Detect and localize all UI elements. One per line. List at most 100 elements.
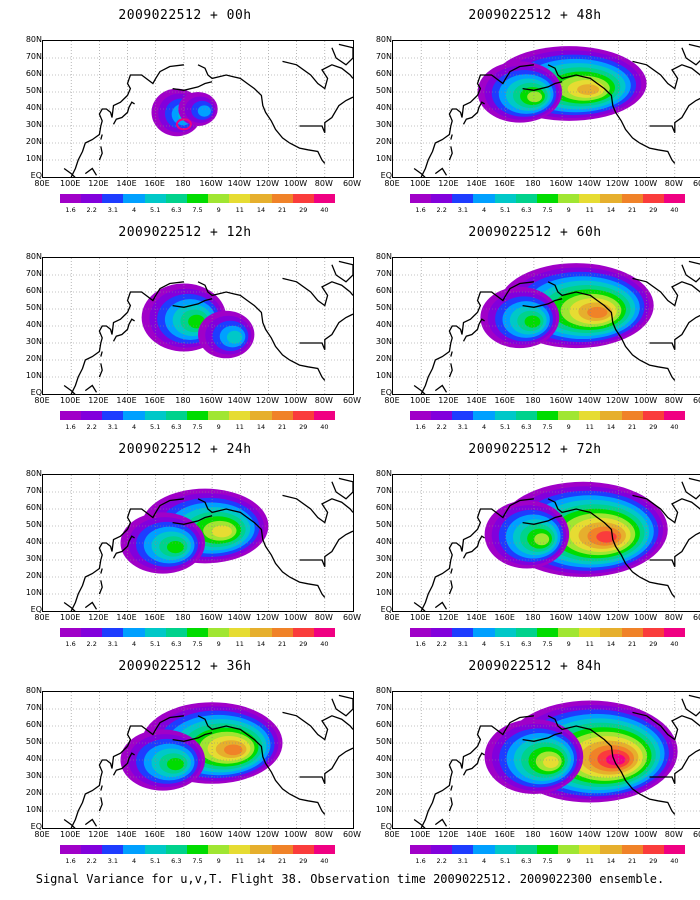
colorbar-tick-label: 2.2 [86, 857, 97, 865]
colorbar-tick-label: 29 [299, 640, 308, 648]
colorbar-tick-label: 11 [235, 423, 244, 431]
lon-tick-label: 60W [342, 613, 362, 622]
lat-tick-label: 20N [25, 354, 42, 363]
map-frame [392, 40, 700, 178]
lat-tick-label: 80N [375, 469, 392, 478]
colorbar-tick-label: 9 [216, 206, 221, 214]
lat-tick-label: 50N [25, 737, 42, 746]
lon-tick-label: 140W [227, 613, 251, 622]
colorbar-swatch [621, 411, 643, 420]
colorbar-swatch [250, 411, 272, 420]
colorbar-tick-label: 3.1 [107, 857, 119, 865]
coastline [649, 314, 700, 351]
colorbar-swatch [473, 411, 495, 420]
coastline [299, 530, 353, 568]
panel-title: 2009022512 + 24h [118, 442, 252, 457]
colorbar-tick-label: 5.1 [500, 640, 511, 648]
colorbar-swatch [473, 628, 495, 637]
colorbar-tick-label: 29 [299, 857, 308, 865]
lon-tick-label: 60W [342, 179, 362, 188]
lon-tick-label: 140E [466, 396, 487, 405]
coastline [98, 797, 103, 812]
coastline [84, 384, 98, 393]
lat-tick-label: 30N [375, 554, 392, 563]
lat-tick-label: 10N [25, 371, 42, 380]
lon-tick-label: 160E [144, 613, 165, 622]
lon-tick-label: 80E [384, 179, 400, 188]
lat-tick-label: 50N [375, 86, 392, 95]
lat-tick-label: 40N [375, 754, 392, 763]
colorbar-tick-label: 3.1 [107, 206, 119, 214]
colorbar-swatch [186, 411, 209, 420]
colorbar-tick-label: 11 [585, 423, 594, 431]
variance-map [393, 692, 700, 828]
variance-map [393, 475, 700, 611]
colorbar-swatch [515, 411, 537, 420]
lon-tick-label: 160W [199, 830, 223, 839]
coastline [450, 351, 453, 357]
colorbar-tick-label: 14 [256, 423, 266, 431]
coastline [70, 281, 184, 394]
colorbar-swatch [292, 411, 314, 420]
colorbar-swatch [81, 194, 103, 203]
lat-tick-label: 30N [25, 120, 42, 129]
coastline [413, 601, 426, 611]
lon-tick-label: 120E [438, 613, 459, 622]
coastline [98, 146, 103, 161]
coastline [450, 134, 453, 140]
colorbar-swatch [165, 411, 187, 420]
colorbar-swatch [60, 194, 82, 203]
colorbar-tick-label: 40 [320, 423, 329, 431]
coastline [450, 785, 453, 791]
lon-tick-label: 80E [384, 830, 400, 839]
colorbar-tick-label: 40 [670, 640, 679, 648]
coastline [172, 515, 213, 525]
coastline [434, 384, 448, 393]
colorbar [60, 845, 336, 854]
colorbar-swatch [165, 194, 187, 203]
colorbar-swatch [600, 845, 622, 854]
coastline [100, 134, 103, 140]
variance-contour [543, 756, 559, 768]
colorbar-swatch [186, 628, 209, 637]
lat-tick-label: 80N [375, 252, 392, 261]
colorbar-swatch [60, 845, 82, 854]
colorbar-tick-label: 1.6 [65, 206, 76, 214]
colorbar-swatch [642, 845, 664, 854]
coastline [331, 43, 353, 66]
lat-tick-label: 10N [25, 588, 42, 597]
colorbar-tick-label: 6.3 [171, 857, 182, 865]
colorbar-swatch [250, 628, 272, 637]
variance-contour [527, 91, 543, 103]
colorbar-tick-label: 9 [566, 857, 571, 865]
colorbar-tick-label: 14 [606, 640, 616, 648]
coastline [112, 752, 135, 776]
lon-tick-label: 160E [494, 179, 515, 188]
colorbar-tick-label: 9 [566, 640, 571, 648]
figure-caption: Signal Variance for u,v,T. Flight 38. Ob… [35, 872, 665, 886]
lon-tick-label: 100W [634, 830, 658, 839]
lon-tick-label: 80W [314, 830, 333, 839]
lat-tick-label: 80N [375, 686, 392, 695]
colorbar [410, 845, 686, 854]
colorbar-swatch [144, 628, 166, 637]
colorbar-tick-label: 14 [606, 206, 616, 214]
colorbar-swatch [313, 411, 336, 420]
colorbar-swatch [81, 628, 103, 637]
lon-tick-label: 160W [549, 179, 573, 188]
lon-tick-label: 180 [525, 613, 541, 622]
colorbar-swatch [165, 845, 187, 854]
lat-tick-label: 40N [25, 103, 42, 112]
colorbar-swatch [229, 194, 251, 203]
colorbar-swatch [271, 411, 293, 420]
lat-tick-label: EQ [380, 605, 392, 614]
colorbar-tick-label: 6.3 [171, 640, 182, 648]
variance-map [43, 692, 353, 828]
colorbar-swatch [410, 411, 432, 420]
colorbar-swatch [579, 194, 601, 203]
map-panel: 2009022512 + 84h 80N 70N 60N 50N 40N 30N 20N 10N… [370, 659, 700, 874]
colorbar-swatch [229, 845, 251, 854]
coastline [63, 818, 76, 828]
colorbar-tick-label: 1.6 [65, 423, 76, 431]
coastline [462, 535, 485, 559]
